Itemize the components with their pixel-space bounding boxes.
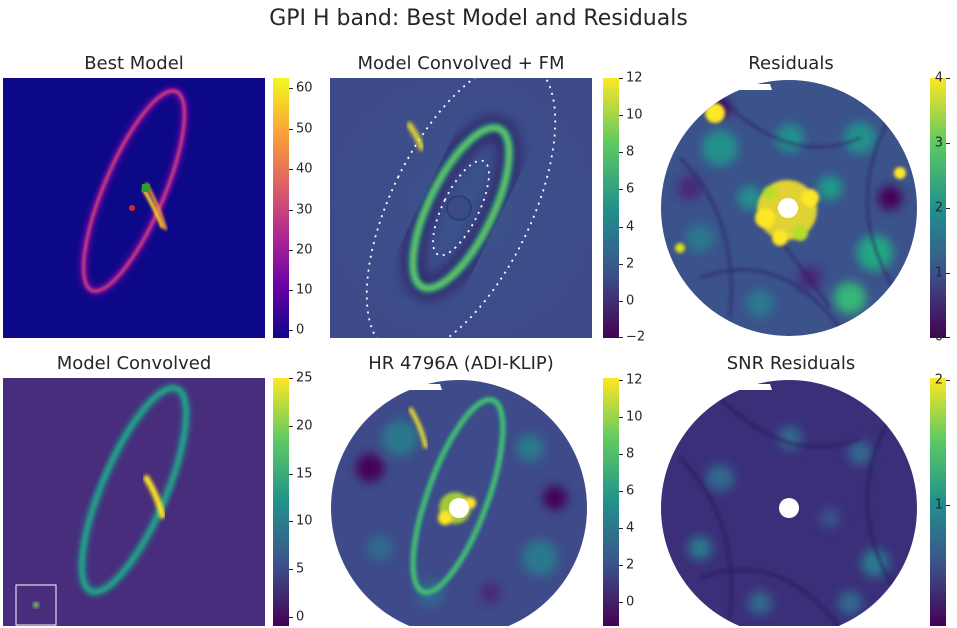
snr-residuals-image — [660, 378, 922, 626]
cbar-tick: −2 — [626, 329, 646, 345]
cbar-tick: 2 — [626, 557, 635, 573]
figure-title: GPI H band: Best Model and Residuals — [269, 6, 688, 31]
panel-title-hr4796a: HR 4796A (ADI-KLIP) — [368, 353, 554, 374]
cbar-tick: 8 — [626, 446, 635, 462]
cbar-tick: 15 — [296, 466, 313, 482]
cbar-tick: 20 — [296, 242, 313, 258]
cbar-tick: 1 — [934, 497, 943, 513]
cbar-tick: 3 — [934, 135, 943, 151]
panel-title-snr-residuals: SNR Residuals — [726, 353, 856, 374]
model-convolved-image — [3, 378, 265, 626]
cbar-tick: 2 — [934, 372, 943, 388]
cbar-tick: 40 — [296, 161, 313, 177]
model-convolved-fm-image — [330, 78, 592, 338]
cbar-tick: 0 — [626, 594, 635, 610]
cbar-tick: 25 — [296, 370, 313, 386]
cbar-tick: 5 — [296, 561, 305, 577]
cbar-tick: 50 — [296, 121, 313, 137]
best-model-colorbar — [273, 78, 289, 338]
snr-residuals-colorbar — [930, 378, 946, 626]
panel-title-model-convolved: Model Convolved — [56, 353, 212, 374]
model-convolved-fm-colorbar — [603, 78, 619, 338]
cbar-tick: 8 — [626, 144, 635, 160]
panel-title-model-convolved-fm: Model Convolved + FM — [357, 53, 565, 74]
panel-title-best-model: Best Model — [84, 53, 184, 74]
cbar-tick: 10 — [626, 107, 643, 123]
cbar-tick: 20 — [296, 418, 313, 434]
cbar-tick: 0 — [934, 329, 943, 345]
residuals-image — [660, 78, 922, 338]
hr4796a-image — [330, 378, 592, 626]
cbar-tick: 6 — [626, 483, 635, 499]
residuals-colorbar — [930, 78, 946, 338]
cbar-tick: 10 — [296, 282, 313, 298]
cbar-tick: 30 — [296, 202, 313, 218]
cbar-tick: 2 — [934, 200, 943, 216]
cbar-tick: 0 — [296, 322, 305, 338]
cbar-tick: 10 — [296, 513, 313, 529]
cbar-tick: 10 — [626, 409, 643, 425]
cbar-tick: 0 — [296, 609, 305, 625]
cbar-tick: 12 — [626, 372, 643, 388]
best-model-image — [3, 78, 265, 338]
cbar-tick: 4 — [626, 520, 635, 536]
model-convolved-colorbar — [273, 378, 289, 626]
hr4796a-colorbar — [603, 378, 619, 626]
cbar-tick: 0 — [626, 293, 635, 309]
cbar-tick: 4 — [934, 70, 943, 86]
cbar-tick: 2 — [626, 256, 635, 272]
cbar-tick: 60 — [296, 80, 313, 96]
cbar-tick: 12 — [626, 70, 643, 86]
cbar-tick: 1 — [934, 265, 943, 281]
cbar-tick: 6 — [626, 181, 635, 197]
panel-title-residuals: Residuals — [748, 53, 834, 74]
cbar-tick: 4 — [626, 219, 635, 235]
